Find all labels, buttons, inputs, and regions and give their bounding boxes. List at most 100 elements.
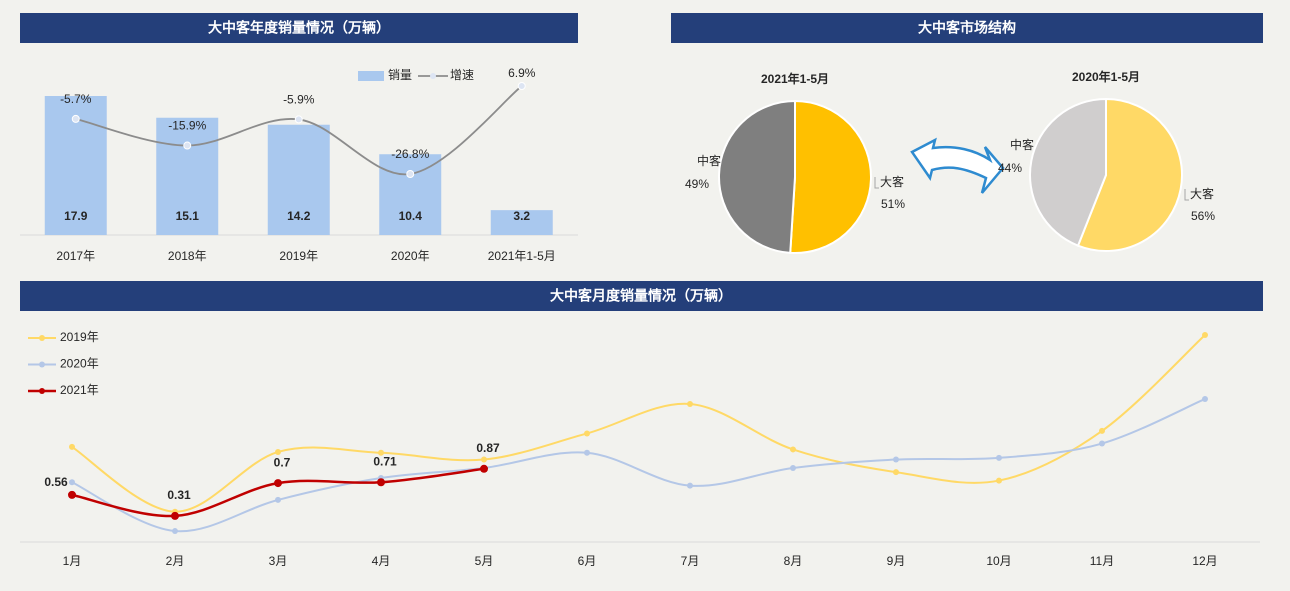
- x-tick-label: 10月: [986, 554, 1011, 568]
- series-point: [378, 449, 384, 456]
- series-point: [172, 528, 178, 535]
- growth-point: [406, 170, 415, 178]
- pie-title: 2020年1-5月: [1072, 69, 1140, 84]
- x-tick-label: 2月: [166, 554, 185, 568]
- x-tick-label: 5月: [475, 554, 494, 568]
- x-tick-label: 11月: [1090, 554, 1114, 568]
- series-point: [69, 479, 75, 486]
- pie-category: 中客: [697, 153, 721, 168]
- series-point: [584, 430, 590, 437]
- legend-label: 2019年: [60, 330, 99, 344]
- pie-value-label: 51%: [881, 197, 905, 211]
- series-point: [790, 464, 796, 471]
- pie-slice: [789, 99, 872, 254]
- series-point: [274, 479, 282, 488]
- x-tick-label: 8月: [784, 554, 803, 568]
- x-tick-label: 3月: [269, 554, 288, 568]
- series-point: [275, 448, 281, 455]
- series-point: [1099, 427, 1105, 434]
- x-tick-label: 12月: [1192, 554, 1217, 568]
- growth-label: 6.9%: [508, 66, 536, 80]
- header-bar: [20, 13, 578, 43]
- series-point: [687, 401, 693, 407]
- series-point: [893, 469, 899, 476]
- x-tick-label: 2021年1-5月: [488, 249, 556, 263]
- series-point: [377, 478, 385, 487]
- series-point: [1099, 440, 1105, 447]
- series-line: [71, 334, 1206, 513]
- growth-point: [183, 141, 192, 150]
- growth-point: [294, 115, 303, 124]
- data-label: 0.56: [44, 475, 68, 489]
- data-label: 0.71: [373, 454, 397, 468]
- header-bar: [20, 281, 1263, 311]
- series-point: [687, 482, 693, 489]
- series-point: [480, 464, 488, 473]
- series-point: [996, 477, 1002, 484]
- series-point: [275, 496, 281, 503]
- data-label: 0.7: [274, 455, 291, 469]
- bar-label: 15.1: [176, 209, 200, 223]
- x-tick-label: 2020年: [391, 249, 430, 263]
- series-point: [1202, 395, 1208, 402]
- pie-value-label: 44%: [998, 161, 1022, 175]
- series-point: [68, 490, 76, 499]
- growth-label: -5.7%: [60, 92, 92, 106]
- series-point: [481, 456, 487, 463]
- growth-label: -15.9%: [168, 119, 206, 133]
- bar-label: 17.9: [64, 209, 88, 223]
- x-tick-label: 7月: [681, 554, 700, 568]
- bar: [267, 124, 330, 235]
- series-line: [71, 398, 1206, 533]
- legend-swatch: [358, 71, 384, 81]
- pie-category: 中客: [1010, 137, 1034, 152]
- growth-point: [517, 82, 526, 90]
- x-tick-label: 4月: [372, 554, 391, 568]
- pie-slice: [1029, 97, 1107, 247]
- pie-title: 2021年1-5月: [761, 71, 829, 86]
- legend-swatch: [39, 361, 45, 368]
- legend-swatch: [39, 335, 45, 341]
- leader-line: [1184, 189, 1189, 201]
- data-label: 0.87: [476, 441, 500, 455]
- leader-line: [874, 177, 879, 189]
- legend-label: 增速: [450, 68, 474, 82]
- series-point: [1202, 332, 1208, 338]
- x-tick-label: 6月: [578, 554, 597, 568]
- pie-value-label: 49%: [685, 177, 709, 191]
- growth-label: -5.9%: [283, 93, 315, 107]
- legend-label: 2021年: [60, 383, 99, 397]
- pie-value-label: 56%: [1191, 209, 1215, 223]
- legend-label: 2020年: [60, 357, 99, 371]
- growth-point: [71, 114, 80, 123]
- series-point: [584, 449, 590, 456]
- bar: [156, 117, 219, 235]
- x-tick-label: 2019年: [279, 249, 318, 263]
- x-tick-label: 2017年: [56, 249, 95, 263]
- chart-title: 大中客月度销量情况（万辆）: [550, 288, 732, 304]
- growth-label: -26.8%: [391, 147, 429, 161]
- legend-swatch: [39, 388, 45, 394]
- bar-label: 3.2: [513, 209, 530, 223]
- x-tick-label: 1月: [63, 554, 82, 568]
- chart-title: 大中客市场结构: [918, 20, 1016, 36]
- legend-label: 销量: [388, 68, 412, 82]
- pie-slice: [718, 99, 796, 254]
- pie-category: 大客: [880, 174, 904, 189]
- data-label: 0.31: [167, 488, 191, 502]
- bar: [490, 210, 553, 235]
- series-point: [171, 511, 179, 520]
- arrow: [910, 137, 1005, 194]
- chart-title: 大中客年度销量情况（万辆）: [208, 20, 390, 36]
- bar-label: 10.4: [399, 209, 423, 223]
- series-point: [996, 454, 1002, 461]
- pie-slice: [1076, 97, 1183, 252]
- pie-category: 大客: [1190, 186, 1214, 201]
- legend-swatch: [430, 73, 436, 79]
- bar-label: 14.2: [287, 209, 311, 223]
- header-bar: [671, 13, 1263, 43]
- x-tick-label: 9月: [887, 554, 906, 568]
- bar: [379, 154, 442, 235]
- series-point: [790, 446, 796, 453]
